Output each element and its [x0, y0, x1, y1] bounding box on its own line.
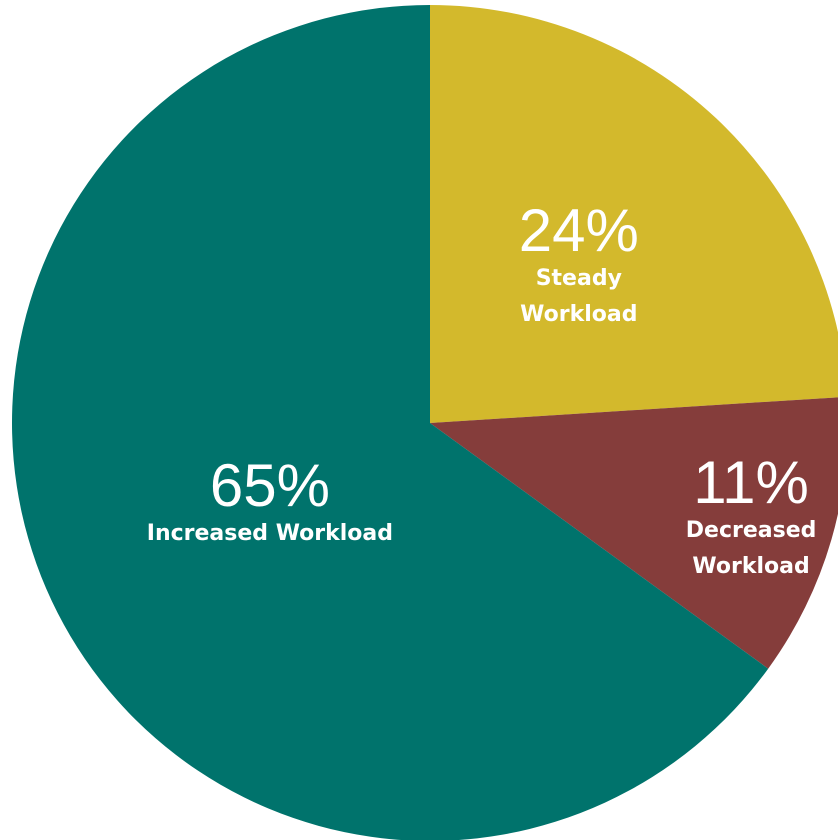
slice-category-label-steady-workload-line-1: Steady	[536, 266, 622, 291]
slice-value-label-decreased-workload: 11%	[693, 449, 809, 516]
slice-category-label-decreased-workload-line-2: Workload	[692, 554, 809, 579]
pie-slice-increased-workload	[12, 5, 769, 840]
slice-value-label-steady-workload: 24%	[519, 197, 639, 264]
slice-category-label-steady-workload-line-2: Workload	[520, 302, 637, 327]
slice-category-label-decreased-workload-line-1: Decreased	[686, 518, 817, 543]
pie-slice-steady-workload	[430, 5, 838, 423]
slice-category-label-increased-workload-line-1: Increased Workload	[147, 521, 393, 546]
pie-slice-decreased-workload	[430, 397, 838, 669]
slice-value-label-increased-workload: 65%	[210, 452, 330, 519]
